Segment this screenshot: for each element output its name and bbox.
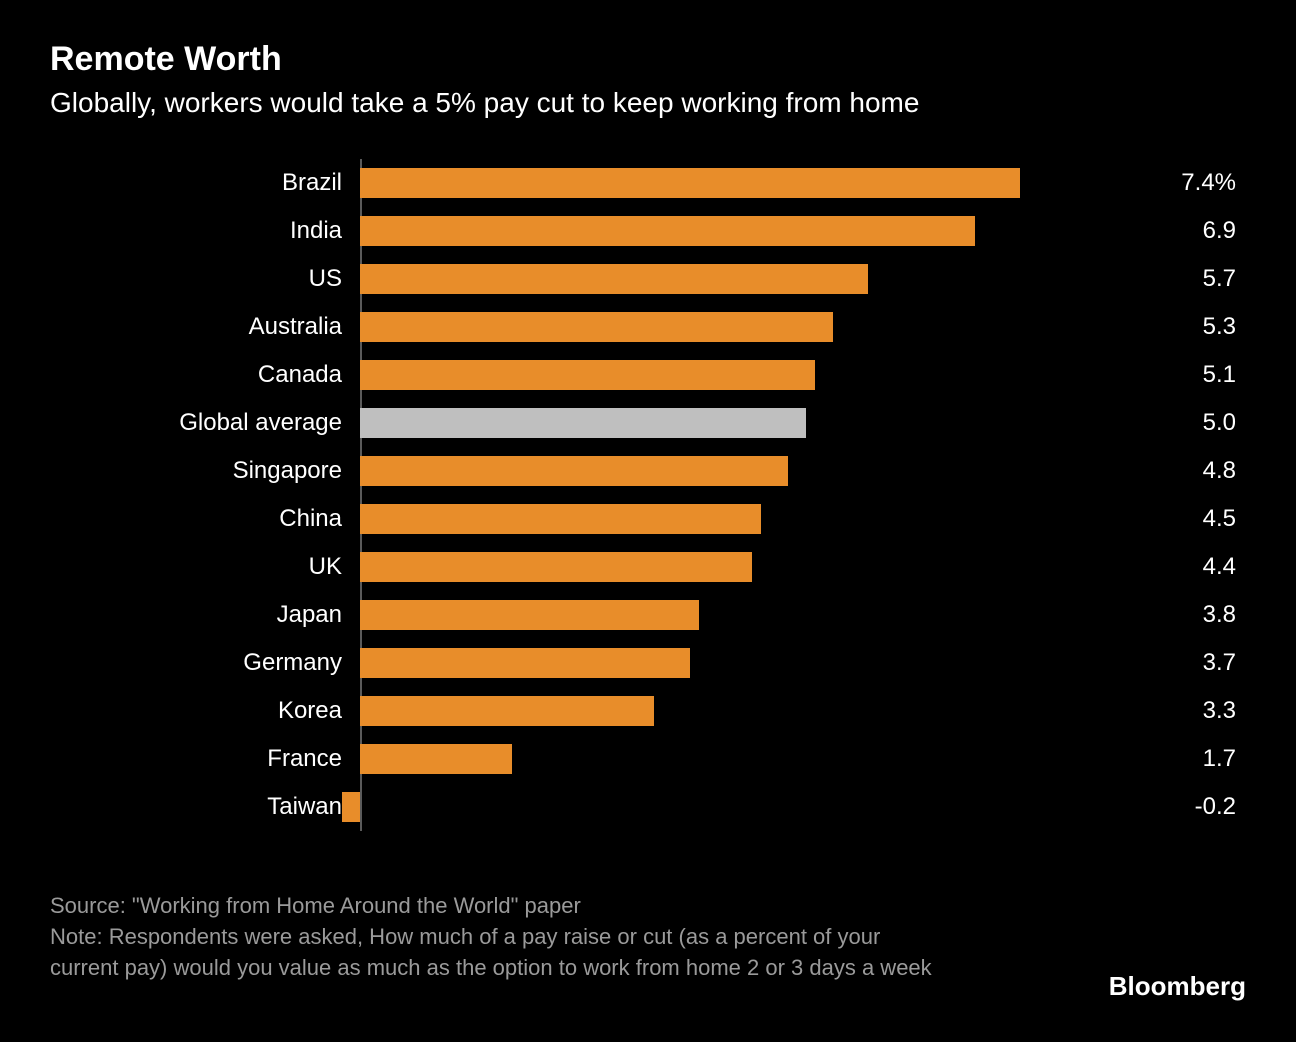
bar-row: Taiwan -0.2 xyxy=(50,783,1246,831)
bar-row: Japan 3.8 xyxy=(50,591,1246,639)
bar-row: India 6.9 xyxy=(50,207,1246,255)
bar-row: Brazil 7.4% xyxy=(50,159,1246,207)
brand-label: Bloomberg xyxy=(1109,971,1246,1002)
bar-track xyxy=(360,351,1020,399)
bar-label: Singapore xyxy=(50,457,360,485)
bar xyxy=(342,792,360,822)
bar-label: Germany xyxy=(50,649,360,677)
bar-row: Canada 5.1 xyxy=(50,351,1246,399)
bar-track xyxy=(360,255,1020,303)
bar-label: Global average xyxy=(50,409,360,437)
bar-track xyxy=(360,783,1020,831)
bar xyxy=(360,264,868,294)
bar xyxy=(360,696,654,726)
bar-row: Singapore 4.8 xyxy=(50,447,1246,495)
bar-value: 4.5 xyxy=(1020,505,1246,533)
chart-title: Remote Worth xyxy=(50,40,1246,79)
bar-row: Global average 5.0 xyxy=(50,399,1246,447)
bar-row: UK 4.4 xyxy=(50,543,1246,591)
bar xyxy=(360,216,975,246)
bar-label: China xyxy=(50,505,360,533)
bar-track xyxy=(360,207,1020,255)
bar-row: France 1.7 xyxy=(50,735,1246,783)
bar-label: Brazil xyxy=(50,169,360,197)
bar xyxy=(360,600,699,630)
bar xyxy=(360,408,806,438)
bar-label: Canada xyxy=(50,361,360,389)
bar-row: Korea 3.3 xyxy=(50,687,1246,735)
bar-value: 4.8 xyxy=(1020,457,1246,485)
bar xyxy=(360,456,788,486)
bar-value: 3.8 xyxy=(1020,601,1246,629)
bar-value: 3.7 xyxy=(1020,649,1246,677)
bar-track xyxy=(360,543,1020,591)
bar-track xyxy=(360,447,1020,495)
bar-track xyxy=(360,495,1020,543)
bar-row: Germany 3.7 xyxy=(50,639,1246,687)
bar-label: Japan xyxy=(50,601,360,629)
bar-track xyxy=(360,303,1020,351)
bar-value: 5.0 xyxy=(1020,409,1246,437)
bar-label: Taiwan xyxy=(50,793,360,821)
bar-label: India xyxy=(50,217,360,245)
bar-label: Korea xyxy=(50,697,360,725)
bar-track xyxy=(360,159,1020,207)
bar xyxy=(360,648,690,678)
bar xyxy=(360,168,1020,198)
bar-track xyxy=(360,639,1020,687)
bar-value: 1.7 xyxy=(1020,745,1246,773)
chart-subtitle: Globally, workers would take a 5% pay cu… xyxy=(50,87,1246,119)
bar xyxy=(360,504,761,534)
bar-row: China 4.5 xyxy=(50,495,1246,543)
bar-track xyxy=(360,687,1020,735)
bar xyxy=(360,312,833,342)
chart-footer: Source: "Working from Home Around the Wo… xyxy=(50,891,1246,983)
bar-track xyxy=(360,735,1020,783)
bar-track xyxy=(360,399,1020,447)
bar-value: 7.4% xyxy=(1020,169,1246,197)
bar-value: 5.1 xyxy=(1020,361,1246,389)
bar-label: UK xyxy=(50,553,360,581)
bar xyxy=(360,552,752,582)
bar-row: Australia 5.3 xyxy=(50,303,1246,351)
bar-label: Australia xyxy=(50,313,360,341)
bar-value: 5.7 xyxy=(1020,265,1246,293)
bar-value: 5.3 xyxy=(1020,313,1246,341)
source-text: Source: "Working from Home Around the Wo… xyxy=(50,891,1246,922)
bar-row: US 5.7 xyxy=(50,255,1246,303)
bar-track xyxy=(360,591,1020,639)
note-text: Note: Respondents were asked, How much o… xyxy=(50,922,950,984)
chart-plot-area: Brazil 7.4% India 6.9 US 5.7 Australia 5.3 Canad… xyxy=(50,159,1246,831)
bar xyxy=(360,744,512,774)
bar-value: 4.4 xyxy=(1020,553,1246,581)
bar-value: -0.2 xyxy=(1020,793,1246,821)
bar-value: 6.9 xyxy=(1020,217,1246,245)
bar-label: US xyxy=(50,265,360,293)
bar-label: France xyxy=(50,745,360,773)
bar-value: 3.3 xyxy=(1020,697,1246,725)
bar xyxy=(360,360,815,390)
